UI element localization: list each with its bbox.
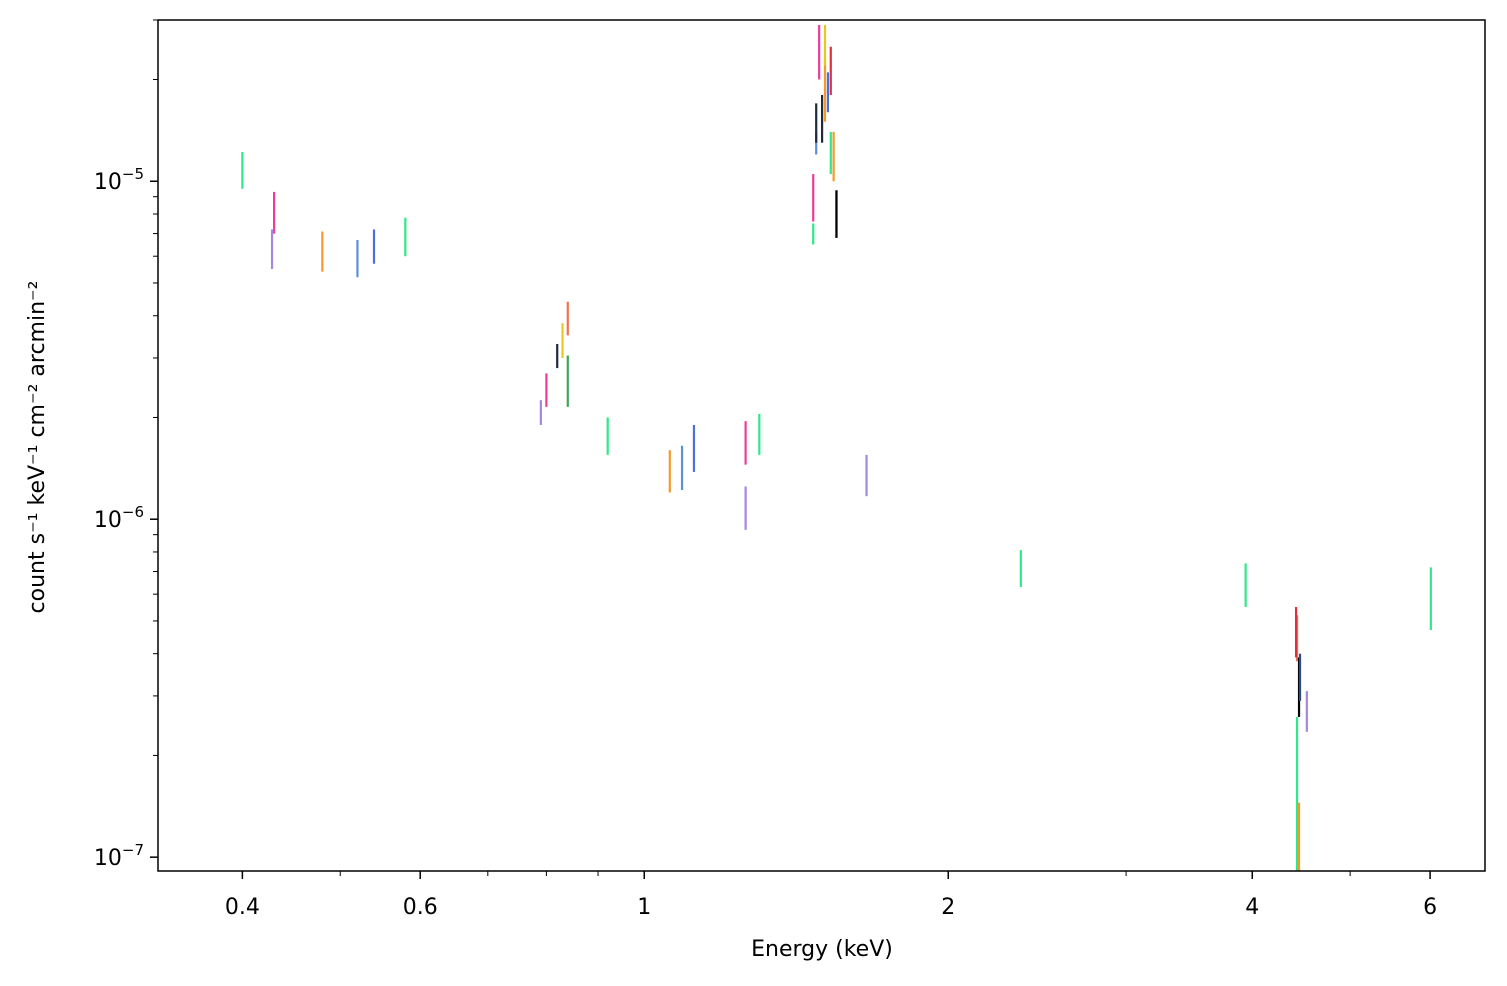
x-tick-label: 2 [941, 895, 955, 920]
y-axis: 10−5 10−6 10−7 [94, 19, 158, 871]
y-tick-label: 10−6 [94, 503, 144, 533]
x-tick-label: 0.6 [403, 895, 438, 920]
plot-frame [157, 19, 1486, 872]
y-tick-label: 10−5 [94, 165, 144, 195]
y-tick-label: 10−7 [94, 841, 144, 871]
y-axis-label: count s⁻¹ keV⁻¹ cm⁻² arcmin⁻² [25, 281, 50, 614]
x-tick-label: 4 [1245, 895, 1259, 920]
x-tick-label: 1 [637, 895, 651, 920]
plot-background [158, 20, 1485, 871]
x-axis-label: Energy (keV) [751, 937, 893, 962]
data-marks [241, 24, 1432, 871]
x-tick-label: 6 [1423, 895, 1437, 920]
x-axis: 0.4 0.6 1 2 4 6 [225, 871, 1437, 920]
x-tick-label: 0.4 [225, 895, 260, 920]
